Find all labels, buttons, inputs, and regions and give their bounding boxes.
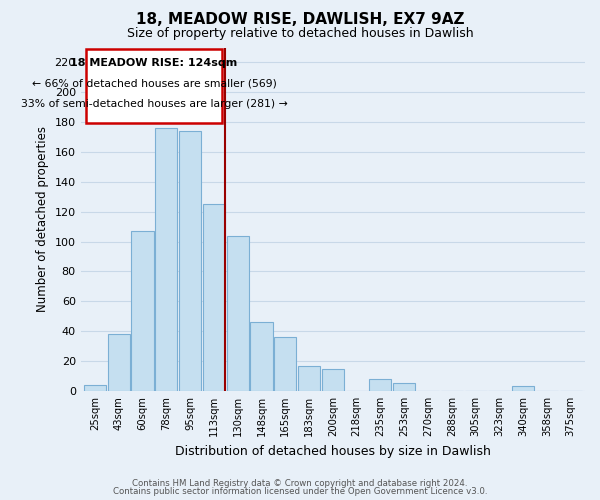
Bar	[227, 236, 249, 391]
Bar	[131, 231, 154, 391]
Text: ← 66% of detached houses are smaller (569): ← 66% of detached houses are smaller (56…	[32, 78, 277, 88]
X-axis label: Distribution of detached houses by size in Dawlish: Distribution of detached houses by size …	[175, 444, 491, 458]
Text: Contains public sector information licensed under the Open Government Licence v3: Contains public sector information licen…	[113, 487, 487, 496]
Text: 18, MEADOW RISE, DAWLISH, EX7 9AZ: 18, MEADOW RISE, DAWLISH, EX7 9AZ	[136, 12, 464, 28]
Bar	[370, 379, 391, 391]
Bar	[250, 322, 272, 391]
Bar	[322, 368, 344, 391]
Bar	[107, 334, 130, 391]
Text: Contains HM Land Registry data © Crown copyright and database right 2024.: Contains HM Land Registry data © Crown c…	[132, 478, 468, 488]
Bar	[84, 385, 106, 391]
Bar	[203, 204, 225, 391]
FancyBboxPatch shape	[86, 49, 223, 123]
Bar	[274, 337, 296, 391]
Y-axis label: Number of detached properties: Number of detached properties	[36, 126, 49, 312]
Bar	[393, 384, 415, 391]
Text: Size of property relative to detached houses in Dawlish: Size of property relative to detached ho…	[127, 28, 473, 40]
Bar	[512, 386, 534, 391]
Text: 33% of semi-detached houses are larger (281) →: 33% of semi-detached houses are larger (…	[21, 99, 287, 109]
Bar	[298, 366, 320, 391]
Bar	[155, 128, 178, 391]
Text: 18 MEADOW RISE: 124sqm: 18 MEADOW RISE: 124sqm	[70, 58, 238, 68]
Bar	[179, 131, 201, 391]
